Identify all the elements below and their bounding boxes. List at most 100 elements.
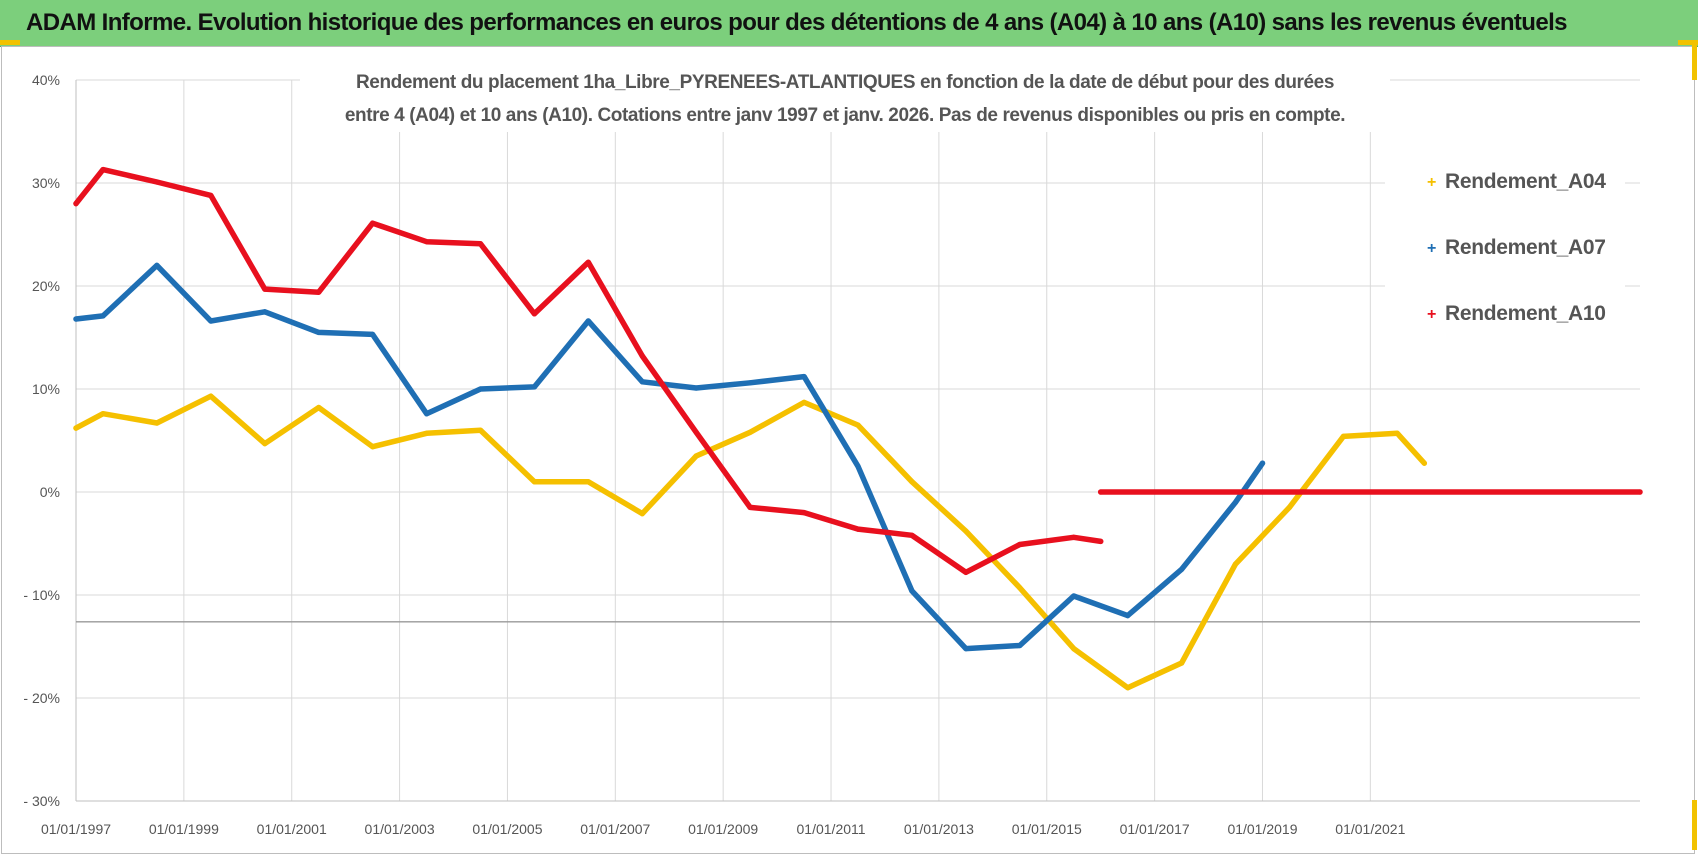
data-point-rendement-a04 [1071, 646, 1077, 652]
data-point-rendement-a04 [262, 441, 268, 447]
data-point-rendement-a07 [208, 318, 214, 324]
data-point-rendement-a10 [963, 569, 969, 575]
y-tick-label: 10% [32, 381, 60, 397]
data-point-rendement-a04 [639, 510, 645, 517]
data-point-rendement-a04 [801, 399, 807, 405]
data-point-rendement-a07 [855, 463, 861, 469]
data-point-rendement-a04 [316, 404, 322, 411]
data-point-rendement-a07 [262, 309, 268, 315]
x-tick-label: 01/01/2005 [472, 821, 542, 837]
data-point-rendement-a10 [531, 311, 538, 317]
x-tick-label: 01/01/2001 [257, 821, 327, 837]
data-point-rendement-a10 [1098, 538, 1104, 545]
x-tick-label: 01/01/2009 [688, 821, 758, 837]
data-point-rendement-a04 [585, 479, 591, 485]
y-tick-label: 20% [32, 278, 60, 294]
legend-label-a10: Rendement_A10 [1445, 302, 1606, 325]
corner-marker-right-top [1692, 40, 1697, 80]
data-point-rendement-a07 [747, 380, 753, 386]
y-tick-label: - 10% [23, 587, 60, 603]
data-point-rendement-a04 [154, 420, 160, 426]
y-axis-ticks: 40% 30% 20% 10% 0% - 10% - 20% - 30% [23, 72, 60, 809]
data-point-rendement-a07 [477, 386, 484, 392]
x-tick-label: 01/01/2013 [904, 821, 974, 837]
data-point-rendement-a10 [855, 526, 861, 532]
data-point-rendement-a04 [477, 427, 484, 433]
data-point-rendement-a04 [1340, 433, 1346, 439]
y-tick-label: - 30% [23, 793, 60, 809]
chart-title: Rendement du placement 1ha_Libre_PYRENEE… [300, 66, 1390, 132]
data-point-rendement-a07 [1179, 566, 1185, 572]
data-point-rendement-a04 [1421, 460, 1427, 466]
data-point-rendement-a10 [1017, 541, 1023, 548]
data-point-rendement-a07 [639, 379, 645, 385]
data-point-rendement-a07 [531, 384, 538, 390]
legend-marker-a04: + [1427, 174, 1437, 191]
corner-marker-right-bottom [1692, 800, 1697, 850]
data-point-rendement-a07 [1017, 642, 1023, 649]
data-point-rendement-a04 [370, 444, 376, 450]
x-tick-label: 01/01/2015 [1012, 821, 1082, 837]
data-point-rendement-a10 [424, 239, 430, 245]
data-point-rendement-a07 [370, 331, 376, 337]
data-point-rendement-a10-z-ro [1098, 489, 1104, 495]
data-point-rendement-a04 [1017, 585, 1023, 591]
data-point-rendement-a04 [693, 453, 699, 459]
data-point-rendement-a07 [1259, 460, 1266, 466]
data-point-rendement-a04 [1286, 504, 1292, 510]
data-point-rendement-a07 [73, 316, 79, 322]
data-point-rendement-a10 [370, 220, 376, 226]
data-point-rendement-a04 [1394, 430, 1400, 436]
data-point-rendement-a07 [316, 329, 322, 335]
data-point-rendement-a07 [100, 313, 106, 319]
legend-label-a04: Rendement_A04 [1445, 170, 1606, 193]
x-tick-label: 01/01/1999 [149, 821, 219, 837]
series-line-rendement-a04 [73, 393, 1428, 691]
chart-title-line2: entre 4 (A04) et 10 ans (A10). Cotations… [344, 105, 1346, 126]
legend-marker-a07: + [1427, 240, 1437, 257]
banner-title: ADAM Informe. Evolution historique des p… [26, 9, 1568, 36]
data-point-rendement-a10 [208, 192, 214, 198]
data-point-rendement-a10 [801, 509, 807, 516]
chart-title-line1: Rendement du placement 1ha_Libre_PYRENEE… [355, 72, 1335, 93]
data-point-rendement-a10 [1071, 534, 1077, 540]
data-point-rendement-a04 [531, 479, 538, 485]
x-tick-label: 01/01/2017 [1120, 821, 1190, 837]
x-axis-ticks: 01/01/1997 01/01/1999 01/01/2001 01/01/2003… [41, 821, 1406, 837]
data-point-rendement-a04 [100, 411, 106, 417]
data-point-rendement-a10 [747, 504, 753, 510]
data-point-rendement-a04 [963, 528, 969, 534]
legend-label-a07: Rendement_A07 [1445, 236, 1606, 259]
data-point-rendement-a04 [747, 429, 753, 435]
data-point-rendement-a07 [909, 588, 915, 594]
data-point-rendement-a07 [1232, 499, 1239, 505]
y-tick-label: 30% [32, 175, 60, 191]
legend-marker-a10: + [1427, 306, 1437, 323]
data-point-rendement-a10 [262, 286, 268, 292]
data-point-rendement-a07 [963, 646, 969, 652]
corner-marker-top-left [0, 40, 20, 45]
data-point-rendement-a04 [208, 393, 214, 399]
data-point-rendement-a04 [1179, 660, 1185, 666]
x-tick-label: 01/01/2011 [797, 821, 866, 837]
data-point-rendement-a10 [154, 179, 160, 185]
data-point-rendement-a07 [801, 374, 807, 380]
corner-marker-top-right [1678, 40, 1698, 45]
x-tick-label: 01/01/2003 [365, 821, 435, 837]
data-point-rendement-a07 [693, 385, 699, 391]
data-point-rendement-a10-z-ro [1637, 489, 1643, 495]
data-point-rendement-a04 [73, 425, 79, 431]
data-point-rendement-a10 [639, 353, 645, 359]
y-tick-label: - 20% [23, 690, 60, 706]
y-tick-label: 40% [32, 72, 60, 88]
data-point-rendement-a07 [424, 411, 430, 417]
data-point-rendement-a10 [100, 167, 106, 173]
data-point-rendement-a07 [154, 262, 160, 268]
title-banner: ADAM Informe. Evolution historique des p… [0, 0, 1698, 47]
data-point-rendement-a07 [1071, 593, 1077, 599]
data-point-rendement-a04 [1125, 685, 1131, 691]
data-point-rendement-a07 [585, 318, 591, 324]
x-tick-label: 01/01/2021 [1335, 821, 1405, 837]
chart-legend: + Rendement_A04 + Rendement_A07 + Rendem… [1385, 150, 1625, 350]
